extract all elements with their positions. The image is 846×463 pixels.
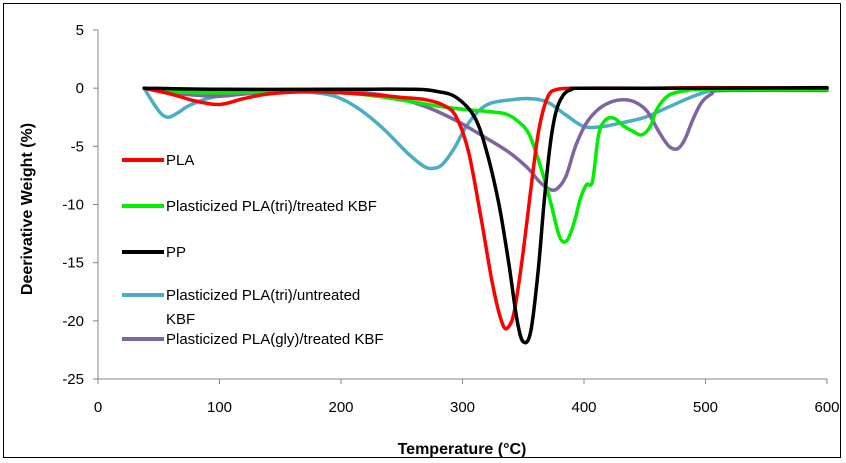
axes: 5 0 -5 -10 -15 -20 -25 0 100 200 300 400 500 600 <box>62 22 839 416</box>
legend-label: Plasticized PLA(gly)/treated KBF <box>166 331 384 348</box>
legend-item-plasticized-pla-gly-treated-kbf: Plasticized PLA(gly)/treated KBF <box>122 331 384 348</box>
y-axis-label: Deerivative Weight (%) <box>19 123 36 295</box>
legend: PLA Plasticized PLA(tri)/treated KBF PP Pla… <box>122 152 384 348</box>
x-tick-label: 100 <box>207 399 232 416</box>
x-tick-label: 600 <box>814 399 839 416</box>
chart-frame <box>3 3 841 458</box>
legend-item-plasticized-pla-tri-treated-kbf: Plasticized PLA(tri)/treated KBF <box>122 198 377 215</box>
legend-label: PP <box>166 244 186 261</box>
x-tick-label: 400 <box>571 399 596 416</box>
x-tick-label: 300 <box>450 399 475 416</box>
y-tick-label: -20 <box>62 313 84 330</box>
y-tick-label: -10 <box>62 197 84 214</box>
y-tick-label: -15 <box>62 255 84 272</box>
y-tick-label: -25 <box>62 371 84 388</box>
series-line-pp <box>142 85 829 345</box>
series-line-plasticized-pla-tri-treated-kbf <box>142 86 829 244</box>
series-line-plasticized-pla-gly-treated-kbf <box>142 86 829 192</box>
legend-label: Plasticized PLA(tri)/untreated KBF <box>166 287 360 328</box>
legend-label: Plasticized PLA(tri)/treated KBF <box>166 198 377 215</box>
x-tick-label: 500 <box>693 399 718 416</box>
y-tick-label: 0 <box>76 80 84 97</box>
legend-item-pp: PP <box>122 244 186 261</box>
legend-item-pla: PLA <box>122 152 194 169</box>
legend-item-plasticized-pla-tri-untreated-kbf: Plasticized PLA(tri)/untreated KBF <box>122 287 360 328</box>
y-tick-label: -5 <box>71 138 84 155</box>
legend-label: PLA <box>166 152 194 169</box>
x-tick-label: 0 <box>94 399 102 416</box>
x-tick-label: 200 <box>328 399 353 416</box>
y-tick-label: 5 <box>76 22 84 39</box>
series-line-pla <box>142 85 829 331</box>
plot-area <box>142 85 829 345</box>
series-line-plasticized-pla-tri-untreated-kbf <box>142 86 829 171</box>
x-axis-label: Temperature (°C) <box>398 441 527 458</box>
